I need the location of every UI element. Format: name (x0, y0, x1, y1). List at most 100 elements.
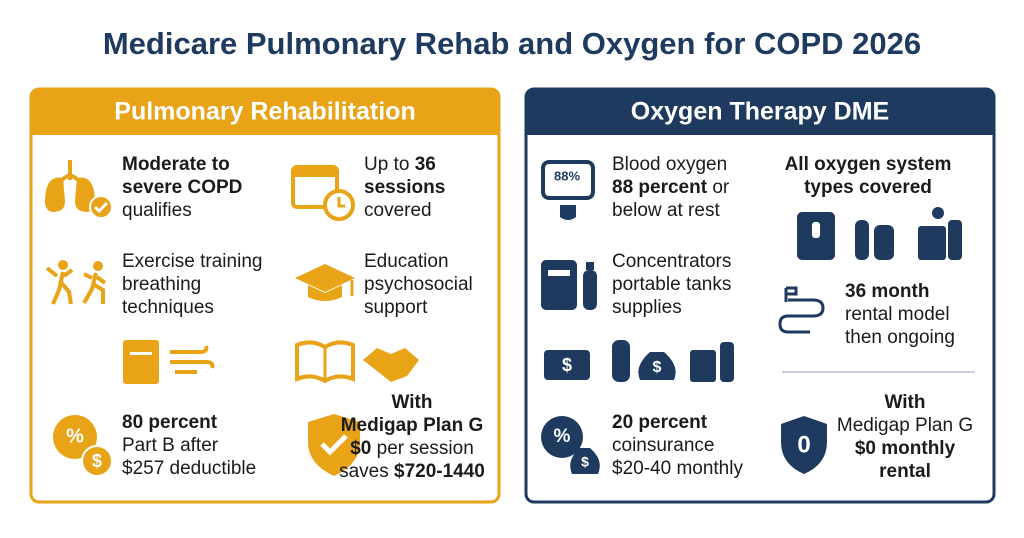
icon-route (778, 286, 825, 334)
item-text: $0 monthly (855, 438, 956, 459)
item-text: then ongoing (845, 327, 955, 348)
text-run: psychosocial (364, 274, 473, 295)
svg-text:%: % (554, 426, 571, 447)
text-run: 80 percent (122, 412, 218, 433)
svg-text:$: $ (562, 355, 572, 375)
item-text: 80 percent (122, 412, 218, 433)
item-text: types covered (804, 177, 932, 198)
text-run: $257 deductible (122, 458, 256, 479)
icon-badge-percent: % $ (53, 415, 113, 477)
item-text: Medigap Plan G (341, 415, 484, 436)
item-text: Part B after (122, 435, 219, 456)
icon-label: 88% (554, 168, 580, 183)
text-run: Blood oxygen (612, 154, 727, 175)
item-text: Moderate to (122, 154, 230, 175)
item-text: saves $720-1440 (339, 461, 485, 482)
text-run: breathing (122, 274, 201, 295)
panel-header (526, 89, 994, 135)
item-text: 20 percent (612, 412, 708, 433)
text-run: 36 month (845, 281, 929, 302)
item-text: $0 per session (350, 438, 474, 459)
text-run: Concentrators (612, 251, 731, 272)
item-text: psychosocial (364, 274, 473, 295)
svg-text:$: $ (653, 359, 662, 376)
text-run: $0 (350, 438, 371, 459)
item-text: covered (364, 200, 432, 221)
text-run: $0 monthly (855, 438, 956, 459)
item-text: rental model (845, 304, 950, 325)
text-run: techniques (122, 297, 214, 318)
item-text: portable tanks (612, 274, 731, 295)
icon-row (123, 340, 419, 384)
item-text: coinsurance (612, 435, 714, 456)
item-text: All oxygen system (785, 154, 952, 175)
item-text: support (364, 297, 428, 318)
item-text: Up to 36 (364, 154, 436, 175)
item-text: severe COPD (122, 177, 242, 198)
icon-equipment (797, 207, 962, 260)
text-run: Moderate to (122, 154, 230, 175)
svg-text:$: $ (581, 454, 589, 470)
item-text: below at rest (612, 200, 720, 221)
text-run: types covered (804, 177, 932, 198)
item-text: Education (364, 251, 449, 272)
icon-calendar (291, 165, 355, 221)
text-run: 36 (415, 154, 436, 175)
item-text: 36 month (845, 281, 929, 302)
text-run: portable tanks (612, 274, 731, 295)
text-run: qualifies (122, 200, 192, 221)
item-text: supplies (612, 297, 682, 318)
text-run: With (885, 392, 926, 413)
text-run: sessions (364, 177, 445, 198)
item-text: Exercise training (122, 251, 262, 272)
item-text: Blood oxygen (612, 154, 727, 175)
panel-header (31, 89, 499, 135)
item-text: sessions (364, 177, 445, 198)
text-run: $20-40 monthly (612, 458, 743, 479)
text-run: Up to (364, 154, 415, 175)
icon-shield: 0 (781, 416, 827, 474)
svg-text:$: $ (92, 451, 102, 471)
item-text: qualifies (122, 200, 192, 221)
item-text: With (392, 392, 433, 413)
text-run: then ongoing (845, 327, 955, 348)
icon-shield (308, 414, 360, 476)
item-text: Medigap Plan G (837, 415, 973, 436)
item-text: $257 deductible (122, 458, 256, 479)
item-text: rental (879, 461, 931, 482)
item-text: 88 percent or (612, 177, 730, 198)
text-run: Medigap Plan G (837, 415, 973, 436)
icon-label: 0 (797, 431, 810, 458)
item-text: Concentrators (612, 251, 731, 272)
text-run: Exercise training (122, 251, 262, 272)
text-run: support (364, 297, 428, 318)
icon-concentrator (541, 260, 597, 310)
text-run: covered (364, 200, 432, 221)
text-run: saves (339, 461, 394, 482)
item-text: techniques (122, 297, 214, 318)
svg-text:%: % (66, 425, 84, 447)
item-text: With (885, 392, 926, 413)
text-run: Part B after (122, 435, 219, 456)
panel-heading: Pulmonary Rehabilitation (114, 98, 415, 126)
text-run: rental model (845, 304, 950, 325)
icon-graduation (295, 264, 355, 301)
text-run: $720-1440 (394, 461, 485, 482)
icon-exercise (45, 260, 107, 305)
panel-heading: Oxygen Therapy DME (631, 98, 889, 126)
text-run: 88 percent (612, 177, 708, 198)
text-run: supplies (612, 297, 682, 318)
text-run: or (707, 177, 730, 198)
text-run: With (392, 392, 433, 413)
text-run: 20 percent (612, 412, 708, 433)
item-text: $20-40 monthly (612, 458, 743, 479)
text-run: severe COPD (122, 177, 242, 198)
item-text: breathing (122, 274, 201, 295)
icon-row: $ $ (544, 340, 734, 382)
icon-lungs (45, 160, 113, 219)
text-run: Education (364, 251, 449, 272)
text-run: per session (371, 438, 473, 459)
text-run: Medigap Plan G (341, 415, 484, 436)
page-title: Medicare Pulmonary Rehab and Oxygen for … (103, 26, 921, 61)
